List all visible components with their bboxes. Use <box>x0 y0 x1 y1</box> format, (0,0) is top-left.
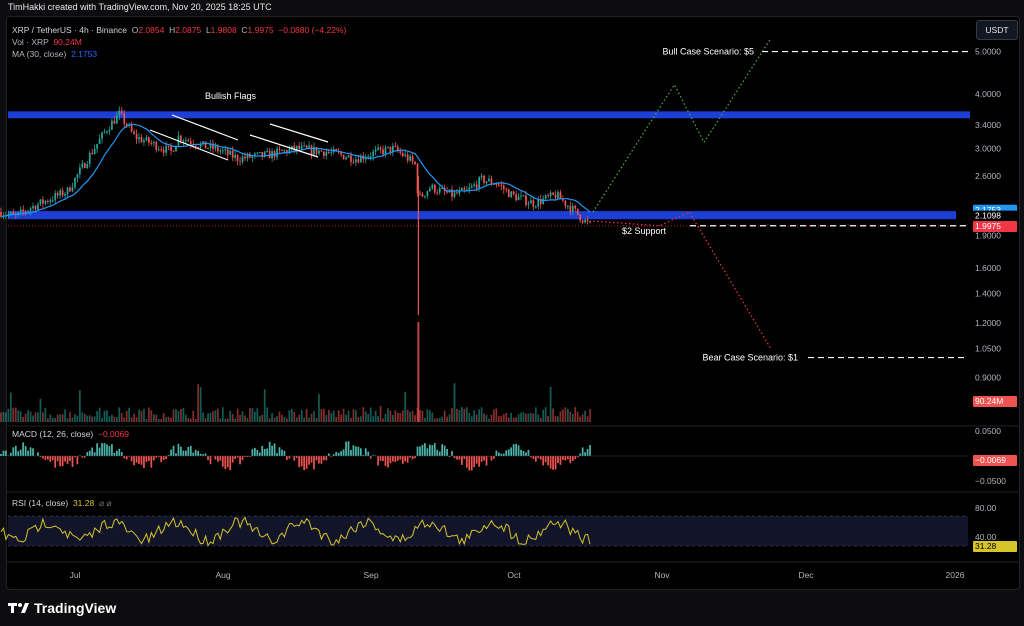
attribution-bar: TimHakki created with TradingView.com, N… <box>0 0 1024 14</box>
close-label: C <box>241 25 248 35</box>
macd-bar <box>0 454 2 456</box>
rsi-legend: RSI (14, close) 31.28 ⌀ ⌀ <box>12 498 112 509</box>
high-label: H <box>169 25 176 35</box>
candle-body <box>0 212 2 217</box>
rsi-label[interactable]: RSI (14, close) <box>12 498 69 508</box>
candle-body <box>2 215 5 217</box>
tradingview-logo: TradingView <box>8 600 116 616</box>
macd-bar <box>2 450 5 456</box>
currency-button[interactable]: USDT <box>976 20 1018 40</box>
macd-value: −0.0069 <box>97 429 129 439</box>
open-label: O <box>131 25 139 35</box>
high-value: 2.0875 <box>175 25 202 35</box>
macd-label[interactable]: MACD (12, 26, close) <box>12 429 94 439</box>
symbol-row: XRP / TetherUS · 4h · Binance O2.0854 H2… <box>12 24 346 36</box>
chart-legend: XRP / TetherUS · 4h · Binance O2.0854 H2… <box>12 24 346 60</box>
volume-label[interactable]: Vol · XRP <box>12 37 49 47</box>
volume-value: 90.24M <box>53 37 82 47</box>
chart-frame[interactable] <box>6 16 1020 590</box>
low-value: 1.9808 <box>210 25 237 35</box>
volume-bar <box>2 411 5 422</box>
rsi-value: 31.28 <box>72 498 95 508</box>
macd-legend: MACD (12, 26, close) −0.0069 <box>12 429 129 439</box>
symbol-name[interactable]: XRP / TetherUS · 4h · Binance <box>12 25 127 35</box>
close-value: 1.9975 <box>247 25 274 35</box>
volume-row: Vol · XRP 90.24M <box>12 36 346 48</box>
change-value: −0.0880 (−4.22%) <box>278 25 347 35</box>
ma-value: 2.1753 <box>71 49 98 59</box>
low-label: L <box>205 25 211 35</box>
ma-row: MA (30, close) 2.1753 <box>12 48 346 60</box>
attribution-text: TimHakki created with TradingView.com, N… <box>8 2 272 12</box>
rsi-hidden-icons: ⌀ ⌀ <box>98 498 112 508</box>
volume-bar <box>0 412 2 422</box>
tradingview-icon <box>8 603 29 613</box>
open-value: 2.0854 <box>138 25 165 35</box>
ma-label[interactable]: MA (30, close) <box>12 49 67 59</box>
